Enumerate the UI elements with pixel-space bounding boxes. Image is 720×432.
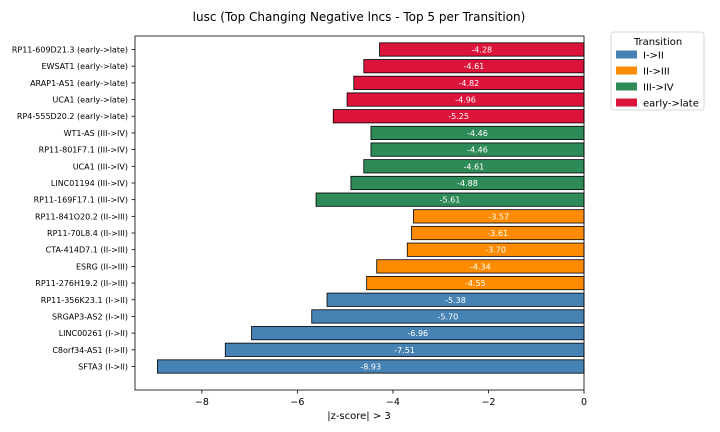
- legend: Transition I->II II->III III->IV early->lat…: [610, 31, 705, 111]
- bar-value-label: -3.57: [488, 212, 509, 221]
- bar-value-label: -4.28: [471, 46, 492, 55]
- legend-swatch: [616, 98, 637, 107]
- bar-value-label: -4.88: [457, 179, 478, 188]
- bar-value-label: -4.46: [467, 129, 488, 138]
- bar-value-label: -4.55: [465, 279, 486, 288]
- bar-value-label: -4.61: [464, 162, 485, 171]
- y-tick-label: RP11-841O20.2 (II->III): [35, 212, 128, 221]
- legend-swatch: [616, 66, 637, 75]
- y-tick-label: LINC00261 (I->II): [59, 329, 128, 338]
- legend-label: II->III: [643, 67, 670, 78]
- legend-swatch: [616, 50, 637, 59]
- y-tick-label: RP11-801F7.1 (III->IV): [39, 146, 128, 155]
- y-tick-label: RP11-609D21.3 (early->late): [12, 46, 128, 55]
- x-tick-label: −4: [386, 397, 400, 408]
- x-tick-label: 0: [581, 397, 587, 408]
- y-tick-label: UCA1 (III->IV): [73, 162, 128, 171]
- y-tick-label: WT1-AS (III->IV): [64, 129, 128, 138]
- plot-frame: [134, 35, 585, 391]
- bar-value-label: -3.61: [487, 229, 508, 238]
- bar-value-label: -4.61: [464, 62, 485, 71]
- y-tick-label: RP4-555D20.2 (early->late): [17, 112, 128, 121]
- bar-value-label: -4.82: [459, 79, 480, 88]
- y-tick-label: RP11-356K23.1 (I->II): [41, 296, 128, 305]
- y-tick-label: EWSAT1 (early->late): [41, 62, 128, 71]
- y-tick-label: LINC01194 (III->IV): [51, 179, 128, 188]
- y-tick-label: C8orf34-AS1 (I->II): [52, 346, 128, 355]
- bar-value-label: -3.70: [485, 246, 506, 255]
- legend-swatch: [616, 82, 637, 91]
- y-tick-label: ESRG (II->III): [76, 262, 128, 271]
- x-tick-label: −2: [481, 397, 495, 408]
- y-tick-label: SRGAP3-AS2 (I->II): [52, 312, 128, 321]
- legend-label: I->II: [643, 51, 664, 62]
- bar-value-label: -5.38: [445, 296, 466, 305]
- x-axis-label: |z-score| > 3: [327, 411, 391, 422]
- bar-value-label: -5.25: [448, 112, 469, 121]
- bar-value-label: -8.93: [360, 363, 381, 372]
- bar-value-label: -5.70: [438, 312, 459, 321]
- y-tick-label: SFTA3 (I->II): [78, 363, 128, 372]
- bar-value-label: -4.46: [467, 146, 488, 155]
- legend-label: III->IV: [643, 83, 674, 94]
- x-tick-label: −6: [290, 397, 304, 408]
- bar-value-label: -5.61: [440, 196, 461, 205]
- y-tick-labels: RP11-609D21.3 (early->late) EWSAT1 (early…: [12, 46, 135, 372]
- y-tick-label: CTA-414D7.1 (II->III): [46, 246, 128, 255]
- chart-title: lusc (Top Changing Negative lncs - Top 5…: [193, 10, 526, 24]
- y-tick-label: RP11-70L8.4 (II->III): [47, 229, 128, 238]
- y-tick-label: UCA1 (early->late): [53, 96, 129, 105]
- bar-value-label: -7.51: [394, 346, 415, 355]
- bar-value-label: -4.96: [455, 96, 476, 105]
- y-tick-label: ARAP1-AS1 (early->late): [30, 79, 128, 88]
- bar-value-label: -4.34: [470, 262, 491, 271]
- legend-title: Transition: [633, 37, 682, 48]
- y-tick-label: RP11-276H19.2 (II->III): [35, 279, 128, 288]
- x-axis: −8 −6 −4 −2 0: [195, 390, 587, 408]
- bar-value-label: -6.96: [407, 329, 428, 338]
- bars-layer: -4.28 -4.61 -4.82 -4.96 -5.25 -4.46 -4.46 -4.61…: [157, 42, 585, 374]
- x-tick-label: −8: [195, 397, 209, 408]
- legend-label: early->late: [643, 99, 699, 110]
- y-tick-label: RP11-169F17.1 (III->IV): [34, 196, 128, 205]
